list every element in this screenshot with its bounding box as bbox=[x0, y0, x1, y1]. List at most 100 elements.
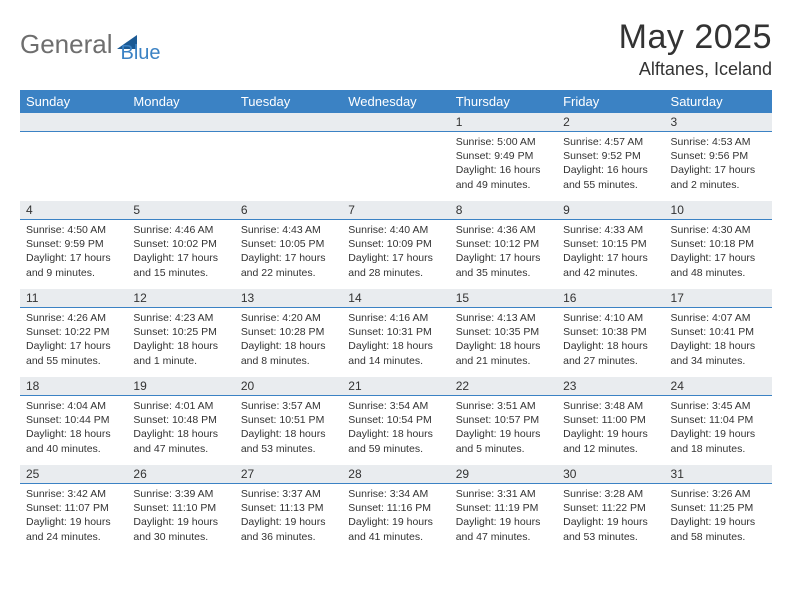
day-number-bar: 4 bbox=[20, 201, 127, 220]
day-number-bar bbox=[20, 113, 127, 132]
sunrise-text: Sunrise: 3:26 AM bbox=[671, 487, 766, 501]
calendar-day-cell: 21Sunrise: 3:54 AMSunset: 10:54 PMDaylig… bbox=[342, 377, 449, 465]
day-body: Sunrise: 4:46 AMSunset: 10:02 PMDaylight… bbox=[127, 220, 234, 284]
day-header: Tuesday bbox=[235, 90, 342, 113]
sunset-text: Sunset: 11:19 PM bbox=[456, 501, 551, 515]
day-number-bar: 17 bbox=[665, 289, 772, 308]
calendar-day-cell: 25Sunrise: 3:42 AMSunset: 11:07 PMDaylig… bbox=[20, 465, 127, 553]
day-number-bar: 10 bbox=[665, 201, 772, 220]
day-number: 20 bbox=[241, 379, 254, 393]
day-number-bar: 26 bbox=[127, 465, 234, 484]
calendar-day-cell: 26Sunrise: 3:39 AMSunset: 11:10 PMDaylig… bbox=[127, 465, 234, 553]
sunrise-text: Sunrise: 4:01 AM bbox=[133, 399, 228, 413]
day-body: Sunrise: 5:00 AMSunset: 9:49 PMDaylight:… bbox=[450, 132, 557, 196]
sunset-text: Sunset: 11:07 PM bbox=[26, 501, 121, 515]
calendar-day-cell: 28Sunrise: 3:34 AMSunset: 11:16 PMDaylig… bbox=[342, 465, 449, 553]
day-body: Sunrise: 3:51 AMSunset: 10:57 PMDaylight… bbox=[450, 396, 557, 460]
calendar-week-row: 25Sunrise: 3:42 AMSunset: 11:07 PMDaylig… bbox=[20, 465, 772, 553]
sunset-text: Sunset: 10:35 PM bbox=[456, 325, 551, 339]
sunset-text: Sunset: 10:48 PM bbox=[133, 413, 228, 427]
daylight-text: Daylight: 17 hours and 48 minutes. bbox=[671, 251, 766, 279]
calendar-day-cell: 11Sunrise: 4:26 AMSunset: 10:22 PMDaylig… bbox=[20, 289, 127, 377]
day-number: 9 bbox=[563, 203, 570, 217]
sunset-text: Sunset: 10:02 PM bbox=[133, 237, 228, 251]
sunrise-text: Sunrise: 4:04 AM bbox=[26, 399, 121, 413]
day-body: Sunrise: 4:16 AMSunset: 10:31 PMDaylight… bbox=[342, 308, 449, 372]
sunrise-text: Sunrise: 3:31 AM bbox=[456, 487, 551, 501]
day-number-bar: 9 bbox=[557, 201, 664, 220]
sunset-text: Sunset: 11:25 PM bbox=[671, 501, 766, 515]
day-header-row: Sunday Monday Tuesday Wednesday Thursday… bbox=[20, 90, 772, 113]
day-number: 25 bbox=[26, 467, 39, 481]
sunset-text: Sunset: 11:13 PM bbox=[241, 501, 336, 515]
daylight-text: Daylight: 18 hours and 8 minutes. bbox=[241, 339, 336, 367]
daylight-text: Daylight: 17 hours and 22 minutes. bbox=[241, 251, 336, 279]
day-number: 2 bbox=[563, 115, 570, 129]
calendar-page: General Blue May 2025 Alftanes, Iceland … bbox=[0, 0, 792, 563]
sunset-text: Sunset: 10:05 PM bbox=[241, 237, 336, 251]
day-body bbox=[127, 132, 234, 194]
day-body: Sunrise: 3:54 AMSunset: 10:54 PMDaylight… bbox=[342, 396, 449, 460]
day-number-bar: 20 bbox=[235, 377, 342, 396]
day-number: 1 bbox=[456, 115, 463, 129]
daylight-text: Daylight: 18 hours and 34 minutes. bbox=[671, 339, 766, 367]
calendar-day-cell: 24Sunrise: 3:45 AMSunset: 11:04 PMDaylig… bbox=[665, 377, 772, 465]
sunrise-text: Sunrise: 4:10 AM bbox=[563, 311, 658, 325]
day-number-bar bbox=[342, 113, 449, 132]
day-body: Sunrise: 4:33 AMSunset: 10:15 PMDaylight… bbox=[557, 220, 664, 284]
day-number: 18 bbox=[26, 379, 39, 393]
daylight-text: Daylight: 16 hours and 49 minutes. bbox=[456, 163, 551, 191]
daylight-text: Daylight: 19 hours and 41 minutes. bbox=[348, 515, 443, 543]
sunrise-text: Sunrise: 4:07 AM bbox=[671, 311, 766, 325]
day-body: Sunrise: 4:50 AMSunset: 9:59 PMDaylight:… bbox=[20, 220, 127, 284]
day-number-bar: 18 bbox=[20, 377, 127, 396]
day-number: 27 bbox=[241, 467, 254, 481]
calendar-week-row: 18 Sunrise: 4:04 AMSunset: 10:44 PMDaylig… bbox=[20, 377, 772, 465]
day-number-bar bbox=[127, 113, 234, 132]
sunrise-text: Sunrise: 4:53 AM bbox=[671, 135, 766, 149]
sunrise-text: Sunrise: 4:30 AM bbox=[671, 223, 766, 237]
day-number: 12 bbox=[133, 291, 146, 305]
day-number: 8 bbox=[456, 203, 463, 217]
calendar-day-cell: 2 Sunrise: 4:57 AMSunset: 9:52 PMDaylight… bbox=[557, 113, 664, 201]
day-body: Sunrise: 4:04 AMSunset: 10:44 PMDaylight… bbox=[20, 396, 127, 460]
calendar-day-cell: 8Sunrise: 4:36 AMSunset: 10:12 PMDayligh… bbox=[450, 201, 557, 289]
calendar-day-cell: 9 Sunrise: 4:33 AMSunset: 10:15 PMDayligh… bbox=[557, 201, 664, 289]
day-body: Sunrise: 3:31 AMSunset: 11:19 PMDaylight… bbox=[450, 484, 557, 548]
daylight-text: Daylight: 19 hours and 47 minutes. bbox=[456, 515, 551, 543]
calendar-week-row: 4Sunrise: 4:50 AMSunset: 9:59 PMDaylight… bbox=[20, 201, 772, 289]
day-body: Sunrise: 4:30 AMSunset: 10:18 PMDaylight… bbox=[665, 220, 772, 284]
daylight-text: Daylight: 17 hours and 15 minutes. bbox=[133, 251, 228, 279]
sunset-text: Sunset: 10:57 PM bbox=[456, 413, 551, 427]
day-number: 16 bbox=[563, 291, 576, 305]
day-header: Friday bbox=[557, 90, 664, 113]
sunrise-text: Sunrise: 4:40 AM bbox=[348, 223, 443, 237]
sunset-text: Sunset: 10:25 PM bbox=[133, 325, 228, 339]
calendar-day-cell: 6Sunrise: 4:43 AMSunset: 10:05 PMDayligh… bbox=[235, 201, 342, 289]
calendar-day-cell: 29Sunrise: 3:31 AMSunset: 11:19 PMDaylig… bbox=[450, 465, 557, 553]
day-body: Sunrise: 3:37 AMSunset: 11:13 PMDaylight… bbox=[235, 484, 342, 548]
day-body: Sunrise: 3:34 AMSunset: 11:16 PMDaylight… bbox=[342, 484, 449, 548]
day-body: Sunrise: 4:57 AMSunset: 9:52 PMDaylight:… bbox=[557, 132, 664, 196]
calendar-week-row: 1 Sunrise: 5:00 AMSunset: 9:49 PMDaylight… bbox=[20, 113, 772, 201]
sunrise-text: Sunrise: 3:37 AM bbox=[241, 487, 336, 501]
daylight-text: Daylight: 17 hours and 9 minutes. bbox=[26, 251, 121, 279]
sunset-text: Sunset: 10:38 PM bbox=[563, 325, 658, 339]
day-body: Sunrise: 4:13 AMSunset: 10:35 PMDaylight… bbox=[450, 308, 557, 372]
daylight-text: Daylight: 18 hours and 53 minutes. bbox=[241, 427, 336, 455]
day-number: 3 bbox=[671, 115, 678, 129]
title-block: May 2025 Alftanes, Iceland bbox=[619, 18, 772, 80]
sunset-text: Sunset: 10:54 PM bbox=[348, 413, 443, 427]
sunset-text: Sunset: 11:22 PM bbox=[563, 501, 658, 515]
sunrise-text: Sunrise: 3:34 AM bbox=[348, 487, 443, 501]
daylight-text: Daylight: 18 hours and 21 minutes. bbox=[456, 339, 551, 367]
day-number-bar: 15 bbox=[450, 289, 557, 308]
sunrise-text: Sunrise: 4:26 AM bbox=[26, 311, 121, 325]
day-number: 19 bbox=[133, 379, 146, 393]
daylight-text: Daylight: 19 hours and 18 minutes. bbox=[671, 427, 766, 455]
daylight-text: Daylight: 18 hours and 47 minutes. bbox=[133, 427, 228, 455]
day-number-bar: 24 bbox=[665, 377, 772, 396]
daylight-text: Daylight: 17 hours and 42 minutes. bbox=[563, 251, 658, 279]
sunrise-text: Sunrise: 4:46 AM bbox=[133, 223, 228, 237]
sunrise-text: Sunrise: 3:54 AM bbox=[348, 399, 443, 413]
